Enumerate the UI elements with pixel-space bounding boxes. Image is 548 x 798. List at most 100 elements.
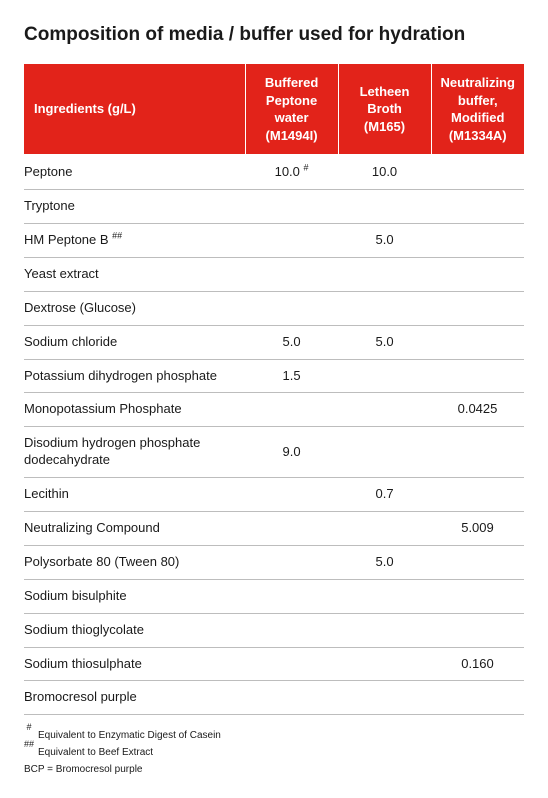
ingredient-value	[245, 190, 338, 224]
col-header-ingredients: Ingredients (g/L)	[24, 64, 245, 154]
ingredient-value: 5.0	[245, 325, 338, 359]
ingredient-value	[431, 613, 524, 647]
ingredient-name: Yeast extract	[24, 257, 245, 291]
ingredient-value: 0.7	[338, 478, 431, 512]
col2-l2: (M165)	[364, 119, 405, 134]
ingredient-value	[245, 511, 338, 545]
footnote-2: ## Equivalent to Beef Extract	[24, 744, 524, 761]
ingredient-value: 1.5	[245, 359, 338, 393]
col1-l4: (M1494I)	[266, 128, 318, 143]
table-row: Sodium chloride5.05.0	[24, 325, 524, 359]
ingredient-name: Disodium hydrogen phosphate dodecahydrat…	[24, 427, 245, 478]
ingredient-value: 5.0	[338, 325, 431, 359]
footnotes: # Equivalent to Enzymatic Digest of Case…	[24, 727, 524, 778]
table-row: Sodium thioglycolate	[24, 613, 524, 647]
ingredient-name: Sodium thiosulphate	[24, 647, 245, 681]
table-row: Sodium thiosulphate 0.160	[24, 647, 524, 681]
ingredient-value: 5.009	[431, 511, 524, 545]
ingredient-value	[338, 427, 431, 478]
ingredient-value	[245, 579, 338, 613]
col-header-buffered-peptone: Buffered Peptone water (M1494I)	[245, 64, 338, 154]
ingredient-value	[338, 291, 431, 325]
table-header-row: Ingredients (g/L) Buffered Peptone water…	[24, 64, 524, 154]
ingredient-value	[338, 257, 431, 291]
page-title: Composition of media / buffer used for h…	[24, 24, 524, 46]
ingredient-value	[338, 190, 431, 224]
ingredient-value	[431, 359, 524, 393]
col1-l2: Peptone	[266, 93, 317, 108]
ingredient-value: 10.0	[338, 154, 431, 189]
table-row: Lecithin 0.7	[24, 478, 524, 512]
ingredient-value	[338, 681, 431, 715]
col3-l4: (M1334A)	[449, 128, 507, 143]
ingredient-value: 5.0	[338, 223, 431, 257]
ingredient-value	[245, 647, 338, 681]
ingredient-value	[245, 613, 338, 647]
ingredient-name: Sodium chloride	[24, 325, 245, 359]
ingredient-name: Monopotassium Phosphate	[24, 393, 245, 427]
ingredient-value	[431, 257, 524, 291]
ingredient-value: 0.0425	[431, 393, 524, 427]
table-row: Neutralizing Compound 5.009	[24, 511, 524, 545]
table-row: Yeast extract	[24, 257, 524, 291]
col1-l3: water	[275, 110, 309, 125]
ingredient-name: Sodium bisulphite	[24, 579, 245, 613]
ingredient-name: Neutralizing Compound	[24, 511, 245, 545]
ingredient-value	[338, 579, 431, 613]
ingredient-value: 9.0	[245, 427, 338, 478]
composition-table: Ingredients (g/L) Buffered Peptone water…	[24, 64, 524, 715]
footnote-2-text: Equivalent to Beef Extract	[38, 744, 153, 761]
ingredient-value	[338, 511, 431, 545]
ingredient-value	[338, 647, 431, 681]
ingredient-name: Peptone	[24, 154, 245, 189]
table-row: Polysorbate 80 (Tween 80)5.0	[24, 545, 524, 579]
ingredient-value	[245, 478, 338, 512]
ingredient-value: 5.0	[338, 545, 431, 579]
ingredient-name: Sodium thioglycolate	[24, 613, 245, 647]
col-header-neutralizing-buffer: Neutralizing buffer, Modified (M1334A)	[431, 64, 524, 154]
ingredient-name: Tryptone	[24, 190, 245, 224]
ingredient-name: Bromocresol purple	[24, 681, 245, 715]
ingredient-value	[245, 393, 338, 427]
table-row: Potassium dihydrogen phosphate1.5	[24, 359, 524, 393]
table-row: Sodium bisulphite	[24, 579, 524, 613]
table-row: Dextrose (Glucose)	[24, 291, 524, 325]
table-row: Bromocresol purple	[24, 681, 524, 715]
ingredient-value	[338, 359, 431, 393]
col3-l1: Neutralizing	[441, 75, 515, 90]
ingredient-name: HM Peptone B ##	[24, 223, 245, 257]
col3-l3: Modified	[451, 110, 504, 125]
ingredient-name: Lecithin	[24, 478, 245, 512]
col3-l2: buffer,	[458, 93, 498, 108]
table-row: Tryptone	[24, 190, 524, 224]
ingredient-value	[431, 223, 524, 257]
ingredient-value	[245, 223, 338, 257]
col1-l1: Buffered	[265, 75, 318, 90]
table-row: Monopotassium Phosphate 0.0425	[24, 393, 524, 427]
ingredient-value	[431, 190, 524, 224]
ingredient-value: 0.160	[431, 647, 524, 681]
col-header-letheen-broth: Letheen Broth (M165)	[338, 64, 431, 154]
ingredient-value	[431, 579, 524, 613]
ingredient-value	[431, 681, 524, 715]
ingredient-value	[245, 257, 338, 291]
ingredient-value: 10.0 #	[245, 154, 338, 189]
ingredient-value	[245, 545, 338, 579]
footnote-3-text: BCP = Bromocresol purple	[24, 761, 142, 778]
table-body: Peptone10.0 #10.0TryptoneHM Peptone B ##…	[24, 154, 524, 715]
ingredient-value	[245, 291, 338, 325]
ingredient-value	[431, 325, 524, 359]
ingredient-name: Potassium dihydrogen phosphate	[24, 359, 245, 393]
ingredient-value	[431, 545, 524, 579]
table-row: Peptone10.0 #10.0	[24, 154, 524, 189]
ingredient-name: Dextrose (Glucose)	[24, 291, 245, 325]
table-row: Disodium hydrogen phosphate dodecahydrat…	[24, 427, 524, 478]
ingredient-value	[245, 681, 338, 715]
ingredient-value	[431, 427, 524, 478]
ingredient-value	[431, 291, 524, 325]
col2-l1: Letheen Broth	[360, 84, 410, 117]
table-row: HM Peptone B ## 5.0	[24, 223, 524, 257]
ingredient-value	[431, 478, 524, 512]
ingredient-value	[338, 393, 431, 427]
ingredient-value	[338, 613, 431, 647]
